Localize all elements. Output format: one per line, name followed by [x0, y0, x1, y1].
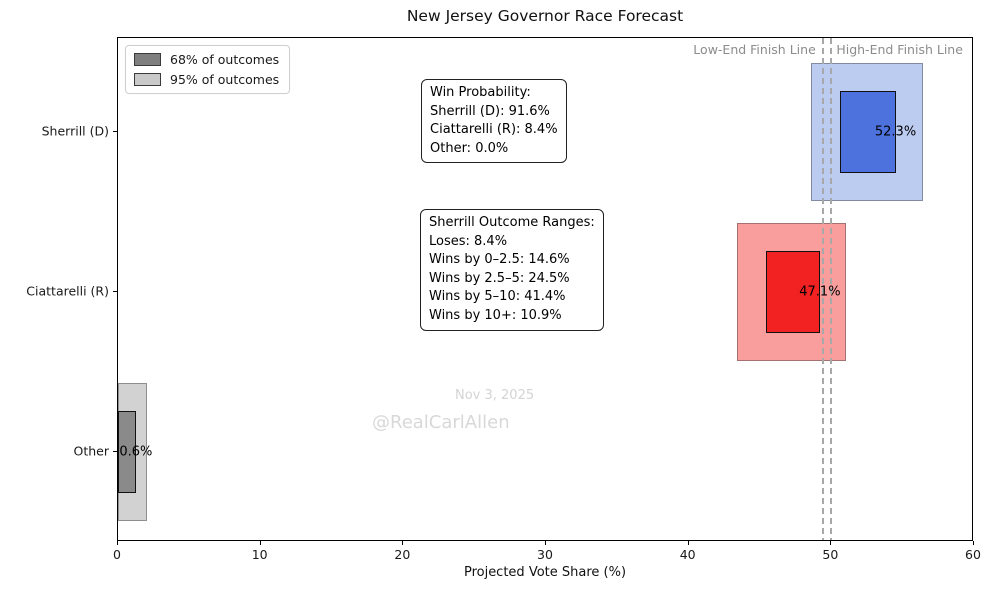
y-label-other: Other — [73, 443, 110, 459]
legend-swatch-95-icon — [134, 73, 161, 86]
plot-area: 52.3% 47.1% 0.6% — [117, 37, 973, 541]
high-end-finish-line-label: High-End Finish Line — [836, 42, 963, 57]
outcome-ranges-5-10: Wins by 5–10: 41.4% — [429, 289, 566, 305]
outcome-ranges-box: Sherrill Outcome Ranges: Loses: 8.4% Win… — [420, 209, 604, 331]
high-end-finish-line — [830, 38, 833, 540]
low-end-finish-line — [821, 38, 824, 540]
outcome-ranges-25-5: Wins by 2.5–5: 24.5% — [429, 270, 570, 286]
y-tick-mark — [113, 131, 117, 132]
watermark-handle: @RealCarlAllen — [372, 412, 510, 433]
mean-vote-share-label: 0.6% — [119, 444, 153, 460]
outcome-ranges-10plus: Wins by 10+: 10.9% — [429, 307, 562, 323]
outcome-ranges-title: Sherrill Outcome Ranges: — [429, 215, 595, 230]
x-tick-mark — [402, 541, 404, 545]
legend-swatch-68-icon — [134, 53, 161, 66]
legend-label-68: 68% of outcomes — [170, 52, 280, 67]
x-tick-label: 0 — [113, 547, 121, 562]
low-end-finish-line-label: Low-End Finish Line — [693, 42, 816, 57]
x-tick-label: 40 — [679, 547, 696, 562]
x-tick-label: 50 — [822, 547, 839, 562]
mean-vote-share-label: 47.1% — [799, 284, 841, 300]
legend: 68% of outcomes 95% of outcomes — [125, 45, 291, 94]
win-probability-box: Win Probability: Sherrill (D): 91.6% Cia… — [421, 79, 567, 164]
range-68-box — [765, 251, 820, 333]
y-label-sherrill: Sherrill (D) — [41, 123, 109, 139]
legend-label-95: 95% of outcomes — [170, 72, 280, 87]
y-tick-mark — [113, 451, 117, 452]
x-tick-label: 30 — [537, 547, 553, 562]
range-68-box — [839, 91, 896, 173]
x-tick-label: 60 — [965, 547, 981, 562]
outcome-ranges-loses: Loses: 8.4% — [429, 233, 508, 249]
y-label-ciattarelli: Ciattarelli (R) — [26, 283, 109, 299]
range-95-box — [811, 63, 923, 201]
win-probability-title: Win Probability: — [430, 85, 531, 100]
y-tick-mark — [113, 291, 117, 292]
watermark-date: Nov 3, 2025 — [455, 388, 535, 403]
chart-title: New Jersey Governor Race Forecast — [406, 7, 684, 25]
legend-entry-68: 68% of outcomes — [134, 52, 279, 67]
outcome-ranges-0-25: Wins by 0–2.5: 14.6% — [429, 252, 570, 268]
mean-vote-share-label: 52.3% — [874, 124, 917, 140]
x-tick-label: 10 — [251, 547, 268, 562]
win-probability-sherrill: Sherrill (D): 91.6% — [430, 103, 550, 119]
win-probability-ciattarelli: Ciattarelli (R): 8.4% — [430, 122, 558, 138]
x-tick-mark — [973, 541, 974, 545]
x-tick-label: 20 — [394, 547, 411, 562]
x-tick-mark — [687, 541, 689, 545]
x-tick-mark — [545, 541, 546, 545]
x-tick-mark — [259, 541, 261, 545]
x-tick-mark — [830, 541, 832, 545]
x-tick-mark — [117, 541, 118, 545]
win-probability-other: Other: 0.0% — [430, 140, 509, 156]
range-68-box — [118, 411, 136, 493]
x-axis-label: Projected Vote Share (%) — [463, 565, 627, 580]
legend-entry-95: 95% of outcomes — [134, 72, 279, 87]
